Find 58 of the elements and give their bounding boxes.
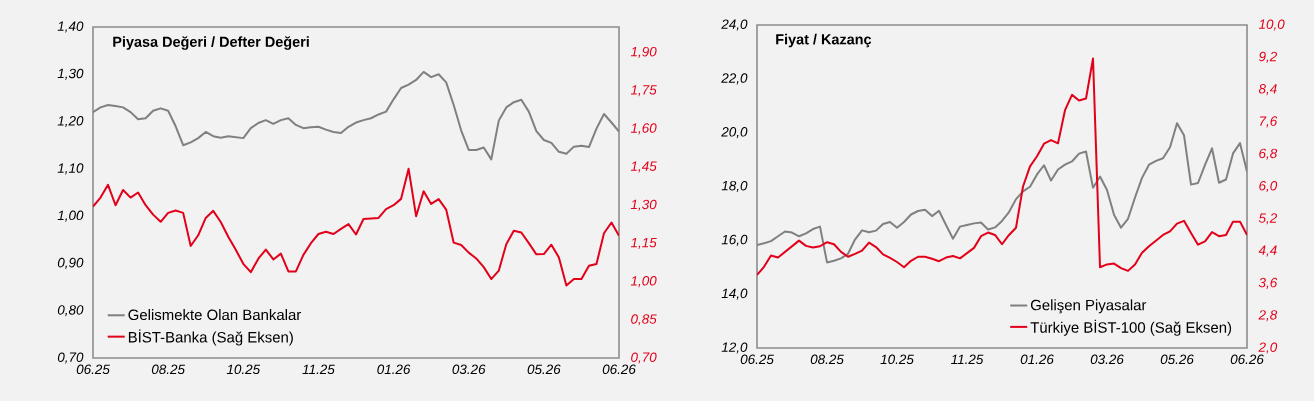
y-tick-label: 1,20 xyxy=(57,116,84,128)
legend-label: Gelişen Piyasalar xyxy=(1030,299,1147,314)
x-tick-label: 01.26 xyxy=(1020,354,1054,365)
text: Fiyat / Kazanç xyxy=(776,33,872,48)
y-tick-label: 1,30 xyxy=(57,68,84,80)
y-tick-label: 22,0 xyxy=(721,73,748,85)
y2-tick-label: 2,0 xyxy=(1258,342,1278,354)
y-tick-label: 12,0 xyxy=(721,342,748,354)
x-tick-label: 01.26 xyxy=(377,364,411,375)
y-tick-label: 1,40 xyxy=(57,21,84,33)
y-tick-label: 1,10 xyxy=(57,163,84,175)
y2-tick-label: 6,8 xyxy=(1259,148,1278,160)
y-tick-label: 0,70 xyxy=(57,352,84,364)
y2-tick-label: 1,15 xyxy=(630,237,657,249)
y2-tick-label: 9,2 xyxy=(1258,51,1278,63)
x-tick-label: 03.26 xyxy=(452,364,486,375)
x-tick-label: 08.25 xyxy=(151,364,185,375)
y-tick-label: 24,0 xyxy=(721,19,748,31)
y-tick-label: 16,0 xyxy=(721,234,748,246)
y-tick-label: 0,80 xyxy=(57,305,84,317)
x-tick-label: 03.26 xyxy=(1090,354,1124,365)
text: Piyasa Değeri / Defter Değeri xyxy=(113,36,309,50)
y2-tick-label: 0,85 xyxy=(631,314,657,326)
y2-tick-label: 4,4 xyxy=(1258,245,1277,257)
legend-label: BİST-Banka (Sağ Eksen) xyxy=(128,329,293,346)
y2-tick-label: 1,90 xyxy=(630,46,657,59)
y2-tick-label: 1,30 xyxy=(630,199,657,211)
x-tick-label: 06.26 xyxy=(602,364,636,375)
x-tick-label: 08.25 xyxy=(810,354,844,365)
x-tick-label: 10.25 xyxy=(880,354,914,365)
x-tick-label: 06.25 xyxy=(740,354,774,365)
y2-tick-label: 8,4 xyxy=(1258,84,1277,96)
legend-label: Gelismekte Olan Bankalar xyxy=(128,309,302,321)
y2-tick-label: 3,6 xyxy=(1258,277,1278,289)
x-tick-label: 06.25 xyxy=(76,364,110,375)
legend-label: Türkiye BİST-100 (Sağ Eksen) xyxy=(1030,319,1232,336)
y-tick-label: 0,90 xyxy=(57,257,84,269)
y2-tick-label: 2,8 xyxy=(1258,310,1278,322)
y2-tick-label: 1,60 xyxy=(630,123,657,135)
y2-tick-label: 5,2 xyxy=(1258,213,1278,225)
y-tick-label: 14,0 xyxy=(721,288,748,300)
y2-tick-label: 1,00 xyxy=(630,276,657,288)
y2-tick-label: 10,0 xyxy=(1258,19,1285,31)
y-tick-label: 1,00 xyxy=(57,210,84,222)
y2-tick-label: 7,6 xyxy=(1259,116,1278,128)
line-series xyxy=(93,167,619,287)
y2-tick-label: 1,45 xyxy=(630,161,657,173)
y2-tick-label: 0,70 xyxy=(631,352,657,364)
x-tick-label: 10.25 xyxy=(226,364,261,375)
y2-tick-label: 6,0 xyxy=(1259,180,1278,193)
y-tick-label: 20,0 xyxy=(721,127,748,139)
x-tick-label: 06.26 xyxy=(1230,354,1264,365)
x-tick-label: 05.26 xyxy=(527,364,561,375)
y-tick-label: 18,0 xyxy=(721,180,748,193)
x-tick-label: 05.26 xyxy=(1160,354,1194,365)
x-tick-label: 11.25 xyxy=(951,354,984,365)
y2-tick-label: 1,75 xyxy=(630,85,657,97)
x-tick-label: 11.25 xyxy=(302,364,335,375)
